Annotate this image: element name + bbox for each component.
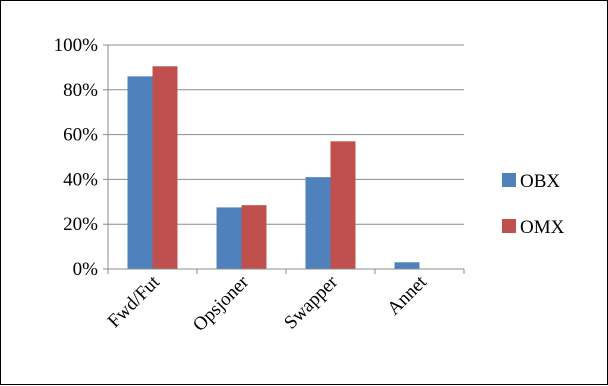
y-tick-label: 60% xyxy=(63,125,98,146)
bar-omx-3 xyxy=(330,141,356,269)
legend-swatch-obx xyxy=(502,173,516,187)
bar-omx-1 xyxy=(152,66,178,269)
y-tick-label: 100% xyxy=(54,35,99,56)
axes xyxy=(103,44,465,274)
bar-obx-1 xyxy=(127,76,153,269)
y-tick-label: 40% xyxy=(63,169,98,190)
x-category-label: Annet xyxy=(383,271,431,319)
x-category-label: Fwd/Fut xyxy=(104,271,165,332)
category-labels: Fwd/Fut Opsjoner Swapper Annet xyxy=(104,271,432,336)
legend-swatch-omx xyxy=(502,219,516,233)
y-tick-label: 80% xyxy=(63,80,98,101)
bar-obx-2 xyxy=(216,207,242,269)
legend: OBX OMX xyxy=(502,171,565,238)
y-tick-label: 20% xyxy=(63,214,98,235)
x-category-label: Swapper xyxy=(280,271,342,333)
legend-label-obx: OBX xyxy=(520,171,560,192)
legend-label-omx: OMX xyxy=(520,217,565,238)
y-tick-labels: 0% 20% 40% 60% 80% 100% xyxy=(54,35,99,280)
bar-obx-3 xyxy=(305,177,331,269)
bar-obx-4 xyxy=(394,262,420,269)
bar-omx-2 xyxy=(241,205,267,269)
y-tick-label: 0% xyxy=(73,259,99,280)
bars xyxy=(127,66,420,269)
x-category-label: Opsjoner xyxy=(189,271,254,336)
